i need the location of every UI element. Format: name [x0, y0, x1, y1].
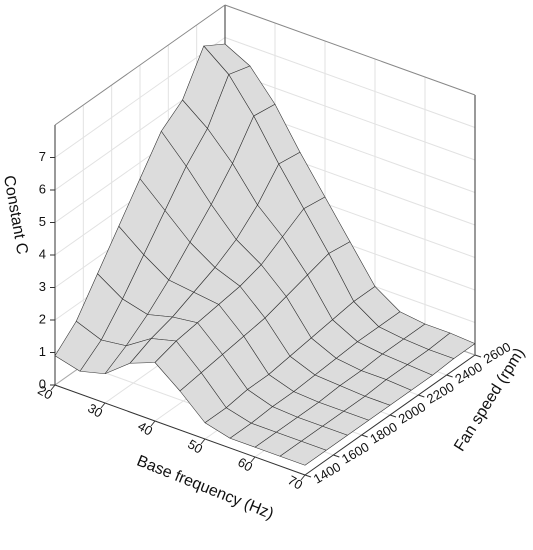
- z-tick-label: 2: [39, 311, 46, 326]
- tick-mark: [200, 438, 206, 445]
- tick-mark: [418, 394, 425, 398]
- y-tick-label: 2200: [424, 379, 457, 406]
- tick-mark: [50, 384, 56, 391]
- axis-line: [54, 4, 226, 126]
- y-tick-label: 1400: [311, 459, 344, 486]
- tick-mark: [446, 374, 453, 378]
- axis-line: [54, 384, 306, 476]
- z-tick-label: 7: [39, 149, 46, 164]
- z-tick-label: 5: [39, 214, 46, 229]
- tick-mark: [304, 474, 312, 478]
- tick-mark: [250, 456, 256, 463]
- y-tick-label: 2000: [396, 399, 429, 426]
- tick-mark: [100, 402, 106, 409]
- x-tick-label: 40: [135, 418, 155, 438]
- axis-line: [224, 4, 476, 96]
- x-axis-title: Base frequency (Hz): [134, 453, 276, 523]
- grid-line: [224, 37, 476, 128]
- tick-mark: [333, 454, 340, 458]
- x-tick-label: 20: [35, 382, 55, 402]
- z-tick-label: 1: [39, 344, 46, 359]
- x-tick-label: 60: [235, 454, 255, 474]
- y-tick-label: 1800: [367, 419, 400, 446]
- grid-line: [224, 69, 476, 161]
- z-tick-label: 3: [39, 279, 46, 294]
- tick-mark: [300, 474, 306, 481]
- surface-cell: [279, 440, 327, 466]
- tick-mark: [474, 354, 482, 358]
- y-tick-label: 1600: [339, 439, 372, 466]
- x-tick-label: 50: [185, 436, 205, 456]
- z-tick-label: 4: [39, 246, 46, 261]
- z-axis-title: Constant C: [0, 174, 31, 256]
- tick-mark: [389, 414, 397, 418]
- tick-mark: [150, 420, 156, 427]
- tick-mark: [361, 434, 368, 438]
- z-tick-label: 6: [39, 181, 46, 196]
- x-tick-label: 30: [85, 400, 105, 420]
- x-tick-label: 70: [285, 472, 305, 492]
- y-tick-label: 2400: [452, 359, 485, 386]
- z-tick-label: 0: [39, 376, 46, 391]
